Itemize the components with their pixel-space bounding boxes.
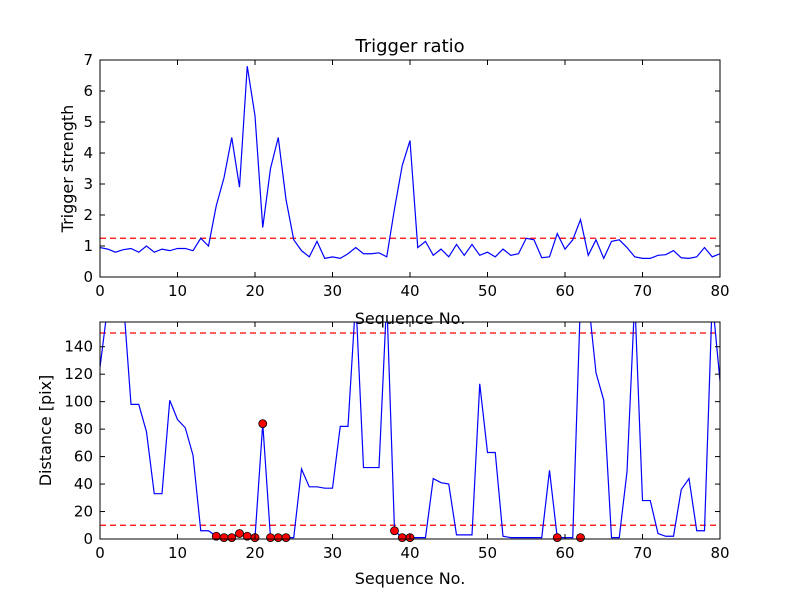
y-tick-label: 2	[83, 206, 93, 224]
y-tick-label: 100	[64, 393, 93, 411]
x-tick-label: 30	[323, 544, 342, 562]
data-marker	[266, 533, 275, 543]
y-axis: 0 20 40 60 80 100 120 140	[64, 338, 720, 548]
data-marker	[219, 533, 229, 543]
plot-area	[100, 66, 720, 260]
x-tick-label: 30	[323, 282, 342, 300]
x-axis-label: Sequence No.	[355, 569, 466, 588]
marker-layer	[211, 419, 585, 543]
data-marker	[552, 533, 562, 543]
x-tick-label: 20	[245, 544, 264, 562]
y-tick-label: 20	[74, 503, 93, 521]
x-tick-label: 70	[633, 282, 652, 300]
x-tick-label: 40	[400, 544, 419, 562]
x-tick-label: 80	[710, 282, 729, 300]
x-axis: 0 10 20 30 40 50 60 70 80	[95, 60, 730, 300]
y-tick-label: 1	[83, 237, 93, 255]
x-tick-label: 50	[478, 544, 497, 562]
x-tick-label: 40	[400, 282, 419, 300]
data-marker	[227, 533, 237, 543]
data-marker	[273, 533, 283, 543]
y-tick-label: 80	[74, 420, 93, 438]
x-axis: 0 10 20 30 40 50 60 70 80	[95, 322, 730, 562]
y-axis-label: Distance [pix]	[36, 375, 55, 487]
y-tick-label: 0	[83, 530, 93, 548]
y-tick-label: 0	[83, 268, 93, 286]
data-marker	[576, 533, 585, 543]
chart-title: Trigger ratio	[354, 36, 464, 57]
y-tick-label: 7	[83, 51, 93, 69]
y-axis: 0 1 2 3 4 5 6 7	[83, 51, 720, 286]
trigger-ratio-chart: Trigger ratio 0 10 20 30 40 50 60 70 80 0 1 2 3 4 5 6 7…	[58, 36, 730, 328]
y-tick-label: 140	[64, 338, 93, 356]
x-tick-label: 70	[633, 544, 652, 562]
y-tick-label: 4	[83, 144, 93, 162]
data-marker	[235, 529, 244, 538]
y-tick-label: 40	[74, 475, 93, 493]
y-tick-label: 6	[83, 82, 93, 100]
data-marker	[390, 526, 399, 536]
x-tick-label: 10	[168, 282, 187, 300]
y-tick-label: 5	[83, 113, 93, 131]
x-tick-label: 80	[710, 544, 729, 562]
y-tick-label: 60	[74, 448, 93, 466]
y-tick-label: 3	[83, 175, 93, 193]
series-line	[100, 66, 720, 260]
x-tick-label: 60	[555, 282, 574, 300]
data-marker	[397, 533, 407, 543]
x-tick-label: 20	[245, 282, 264, 300]
x-tick-label: 50	[478, 282, 497, 300]
x-tick-label: 60	[555, 544, 574, 562]
x-tick-label: 0	[95, 544, 105, 562]
y-tick-label: 120	[64, 365, 93, 383]
x-tick-label: 10	[168, 544, 187, 562]
y-axis-label: Trigger strength	[58, 105, 77, 234]
x-tick-label: 0	[95, 282, 105, 300]
data-marker	[281, 533, 291, 543]
data-marker	[258, 419, 268, 429]
x-axis-label: Sequence No.	[355, 309, 466, 328]
distance-chart: 0 10 20 30 40 50 60 70 80 0 20 40 60 80 100 120 140 Seq…	[36, 321, 730, 588]
